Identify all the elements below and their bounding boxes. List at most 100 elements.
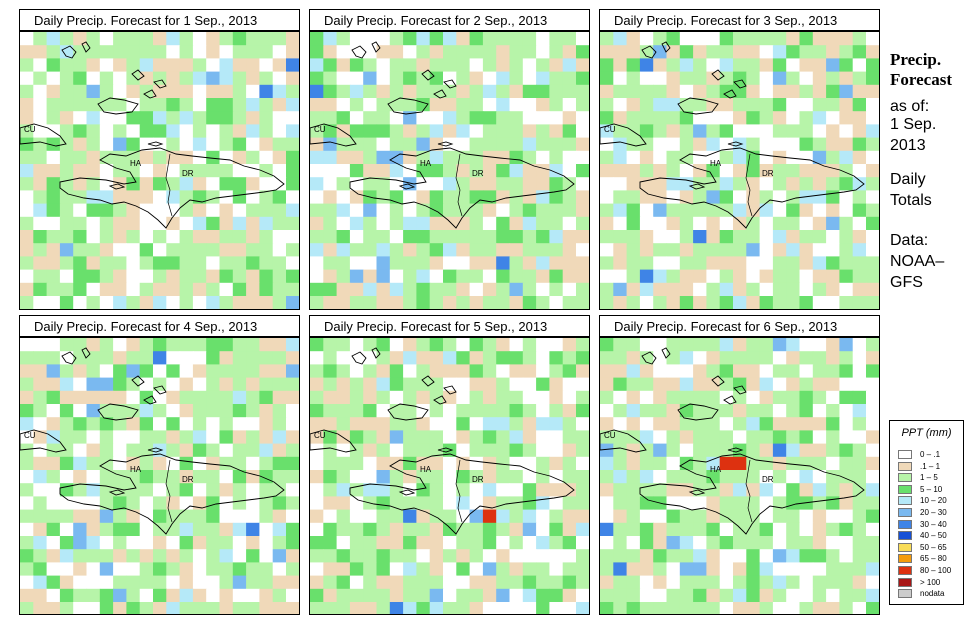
precip-cell (600, 443, 614, 458)
precip-cell (86, 456, 101, 471)
precip-cell (496, 190, 511, 205)
precip-cell (310, 404, 324, 418)
precip-cell (99, 269, 114, 284)
precip-cell (706, 338, 721, 352)
precip-cell (759, 243, 774, 257)
precip-cell (639, 71, 654, 86)
precip-cell (126, 417, 141, 431)
precip-cell (626, 150, 641, 165)
precip-cell (693, 216, 707, 231)
precip-cell (509, 98, 524, 112)
precip-cell (443, 536, 457, 550)
haiti-dr-border (455, 459, 463, 523)
precip-cell (549, 111, 564, 125)
precip-cell (286, 150, 299, 165)
precip-cell (653, 509, 668, 524)
precip-cell (349, 496, 364, 511)
precip-cell (99, 351, 114, 365)
hispaniola-coastline (349, 147, 575, 229)
precip-cell (179, 71, 194, 86)
precip-cell (139, 282, 154, 297)
precip-cell (456, 562, 471, 577)
precip-cell (786, 536, 801, 550)
precip-cell (522, 430, 537, 445)
precip-cell (46, 602, 61, 614)
precip-cell (20, 483, 34, 497)
precip-cell (469, 230, 484, 244)
precip-cell (626, 296, 641, 309)
precip-cell (706, 216, 721, 231)
precip-cell (46, 575, 61, 590)
precip-cell (536, 417, 550, 431)
precip-cell (576, 216, 589, 231)
precip-cell (139, 351, 154, 365)
precip-cell (693, 282, 707, 297)
precip-cell (310, 111, 324, 125)
precip-cell (562, 390, 577, 405)
precip-cell (310, 137, 324, 152)
precip-cell (536, 430, 550, 445)
precip-cell (192, 164, 207, 178)
precip-cell (272, 470, 287, 484)
precip-cell (206, 377, 221, 392)
precip-cell (416, 522, 431, 537)
precip-cell (496, 338, 511, 352)
precip-cell (613, 364, 628, 379)
gonave-coastline (108, 183, 126, 190)
precip-cell (639, 377, 654, 392)
precip-cell (363, 575, 378, 590)
precip-cell (839, 338, 854, 352)
precip-cell (786, 575, 801, 590)
precip-cell (576, 536, 589, 550)
precip-cell (272, 98, 287, 112)
precip-cell (653, 243, 668, 257)
bahamas-coastline (677, 97, 719, 115)
precip-cell (719, 45, 734, 59)
precip-cell (99, 417, 114, 431)
precip-cell (46, 509, 61, 524)
precip-cell (679, 470, 694, 484)
precip-cell (20, 32, 34, 46)
precip-map: CU HA DR (309, 337, 590, 615)
precip-cell (139, 216, 154, 231)
precip-cell (376, 470, 391, 484)
legend-label: 65 – 80 (920, 554, 947, 564)
precip-cell (812, 364, 827, 379)
precip-cell (59, 456, 74, 471)
precip-cell (443, 256, 457, 271)
precip-cell (562, 45, 577, 59)
precip-cell (113, 98, 127, 112)
precip-cell (429, 190, 444, 205)
precip-cell (323, 71, 338, 86)
precip-cell (33, 443, 48, 458)
precip-cell (759, 417, 774, 431)
precip-cell (246, 32, 260, 46)
precip-cell (126, 338, 141, 352)
precip-cell (206, 124, 221, 139)
precip-cell (772, 536, 787, 550)
precip-cell (20, 496, 34, 511)
precip-cell (46, 58, 61, 73)
precip-cell (653, 269, 668, 284)
precip-cell (179, 430, 194, 445)
precip-cell (562, 98, 577, 112)
precip-cell (99, 602, 114, 614)
precip-cell (99, 390, 114, 405)
precip-cell (509, 58, 524, 73)
precip-cell (866, 296, 879, 309)
precip-cell (416, 71, 431, 86)
precip-cell (786, 243, 801, 257)
precip-cell (653, 137, 668, 152)
precip-cell (272, 483, 287, 497)
precip-cell (600, 562, 614, 577)
precip-cell (600, 296, 614, 309)
precip-cell (33, 390, 48, 405)
precip-cell (166, 483, 181, 497)
precip-cell (286, 45, 299, 59)
precip-cell (746, 164, 761, 178)
precip-cell (443, 45, 457, 59)
precip-cell (192, 71, 207, 86)
precip-cell (46, 390, 61, 405)
precip-cell (179, 443, 194, 458)
precip-cell (733, 549, 747, 563)
